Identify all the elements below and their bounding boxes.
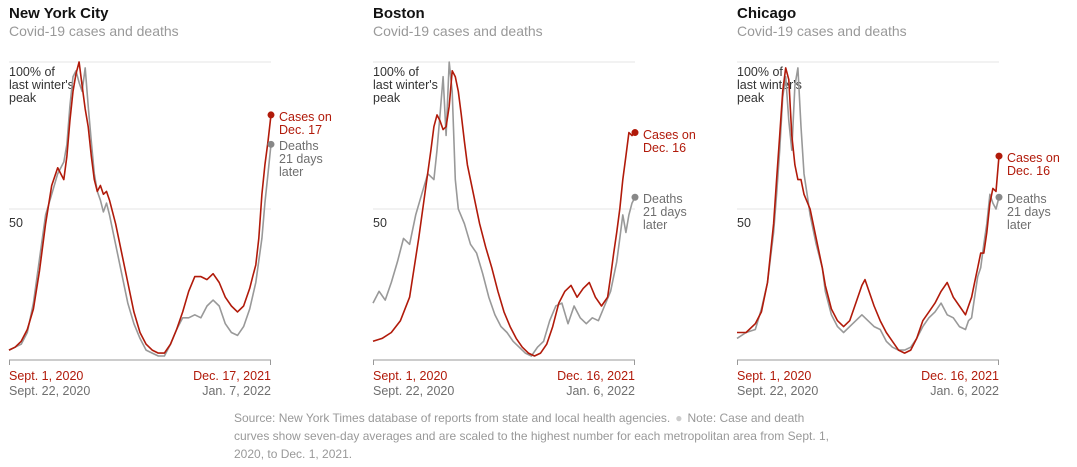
x-axis-start-label-deaths: Sept. 22, 2020 bbox=[373, 384, 455, 398]
cases-end-dot bbox=[995, 152, 1003, 160]
x-axis-end-label-cases: Dec. 16, 2021 bbox=[557, 369, 635, 383]
x-axis-start-label-deaths: Sept. 22, 2020 bbox=[9, 384, 91, 398]
deaths-end-dot bbox=[631, 193, 639, 201]
cases-end-label: Dec. 17 bbox=[279, 122, 323, 137]
source-note: Source: New York Times database of repor… bbox=[234, 411, 671, 425]
x-axis-end-label-cases: Dec. 16, 2021 bbox=[921, 369, 999, 383]
y-axis-label-top: last winter's bbox=[373, 78, 438, 92]
series-line-cases bbox=[8, 61, 272, 354]
chart-panel-new-york-city: New York City Covid-19 cases and deaths … bbox=[8, 0, 332, 410]
y-axis-label-50: 50 bbox=[737, 216, 751, 230]
separator-dot-icon: ● bbox=[675, 411, 683, 425]
cases-end-dot bbox=[631, 129, 639, 137]
y-axis-label-top: peak bbox=[9, 91, 37, 105]
cases-end-label: Cases on bbox=[279, 109, 332, 124]
series-line-cases bbox=[372, 70, 636, 357]
deaths-end-label: Deaths bbox=[279, 139, 319, 154]
cases-end-label: Dec. 16 bbox=[1007, 164, 1051, 179]
deaths-end-label: later bbox=[1007, 218, 1032, 233]
deaths-end-dot bbox=[995, 193, 1003, 201]
cases-end-label: Cases on bbox=[1007, 151, 1060, 166]
x-axis-start-label-cases: Sept. 1, 2020 bbox=[737, 369, 812, 383]
y-axis-label-top: 100% of bbox=[9, 65, 55, 79]
deaths-end-label: later bbox=[279, 165, 304, 180]
cases-end-dot bbox=[267, 111, 275, 119]
deaths-end-label: later bbox=[643, 218, 668, 233]
y-axis-label-top: 100% of bbox=[373, 65, 419, 79]
cases-end-label: Cases on bbox=[643, 127, 696, 142]
x-axis-end-label-deaths: Jan. 6, 2022 bbox=[930, 384, 999, 398]
chart-subtitle: Covid-19 cases and deaths bbox=[737, 23, 907, 39]
chart-subtitle: Covid-19 cases and deaths bbox=[373, 23, 543, 39]
y-axis-label-top: last winter's bbox=[737, 78, 802, 92]
x-axis-end-label-deaths: Jan. 6, 2022 bbox=[566, 384, 635, 398]
deaths-end-label: Deaths bbox=[643, 192, 683, 207]
y-axis-label-50: 50 bbox=[9, 216, 23, 230]
deaths-end-label: 21 days bbox=[1007, 205, 1051, 220]
x-axis-end-label-deaths: Jan. 7, 2022 bbox=[202, 384, 271, 398]
deaths-end-label: Deaths bbox=[1007, 192, 1047, 207]
chart-footer: Source: New York Times database of repor… bbox=[234, 409, 834, 463]
methodology-note: Note: Case and death curves show seven-d… bbox=[234, 411, 829, 461]
y-axis-label-top: last winter's bbox=[9, 78, 74, 92]
chart-title: Boston bbox=[373, 5, 425, 22]
cases-end-label: Dec. 16 bbox=[643, 140, 687, 155]
chart-title: Chicago bbox=[737, 5, 797, 22]
y-axis-label-50: 50 bbox=[373, 216, 387, 230]
y-axis-label-top: 100% of bbox=[737, 65, 783, 79]
series-line-cases bbox=[737, 67, 1000, 354]
y-axis-label-top: peak bbox=[737, 91, 765, 105]
y-axis-label-top: peak bbox=[373, 91, 401, 105]
chart-subtitle: Covid-19 cases and deaths bbox=[9, 23, 179, 39]
series-line-deaths bbox=[8, 67, 272, 357]
x-axis-start-label-cases: Sept. 1, 2020 bbox=[373, 369, 448, 383]
deaths-end-dot bbox=[267, 140, 275, 148]
x-axis-end-label-cases: Dec. 17, 2021 bbox=[193, 369, 271, 383]
chart-panel-chicago: Chicago Covid-19 cases and deaths 100% o… bbox=[736, 0, 1060, 410]
chart-title: New York City bbox=[9, 5, 109, 22]
series-line-deaths bbox=[372, 61, 636, 357]
x-axis-start-label-cases: Sept. 1, 2020 bbox=[9, 369, 84, 383]
deaths-end-label: 21 days bbox=[279, 152, 323, 167]
series-line-deaths bbox=[736, 67, 1000, 351]
chart-panel-boston: Boston Covid-19 cases and deaths 100% of… bbox=[372, 0, 696, 410]
x-axis-start-label-deaths: Sept. 22, 2020 bbox=[737, 384, 819, 398]
deaths-end-label: 21 days bbox=[643, 205, 687, 220]
